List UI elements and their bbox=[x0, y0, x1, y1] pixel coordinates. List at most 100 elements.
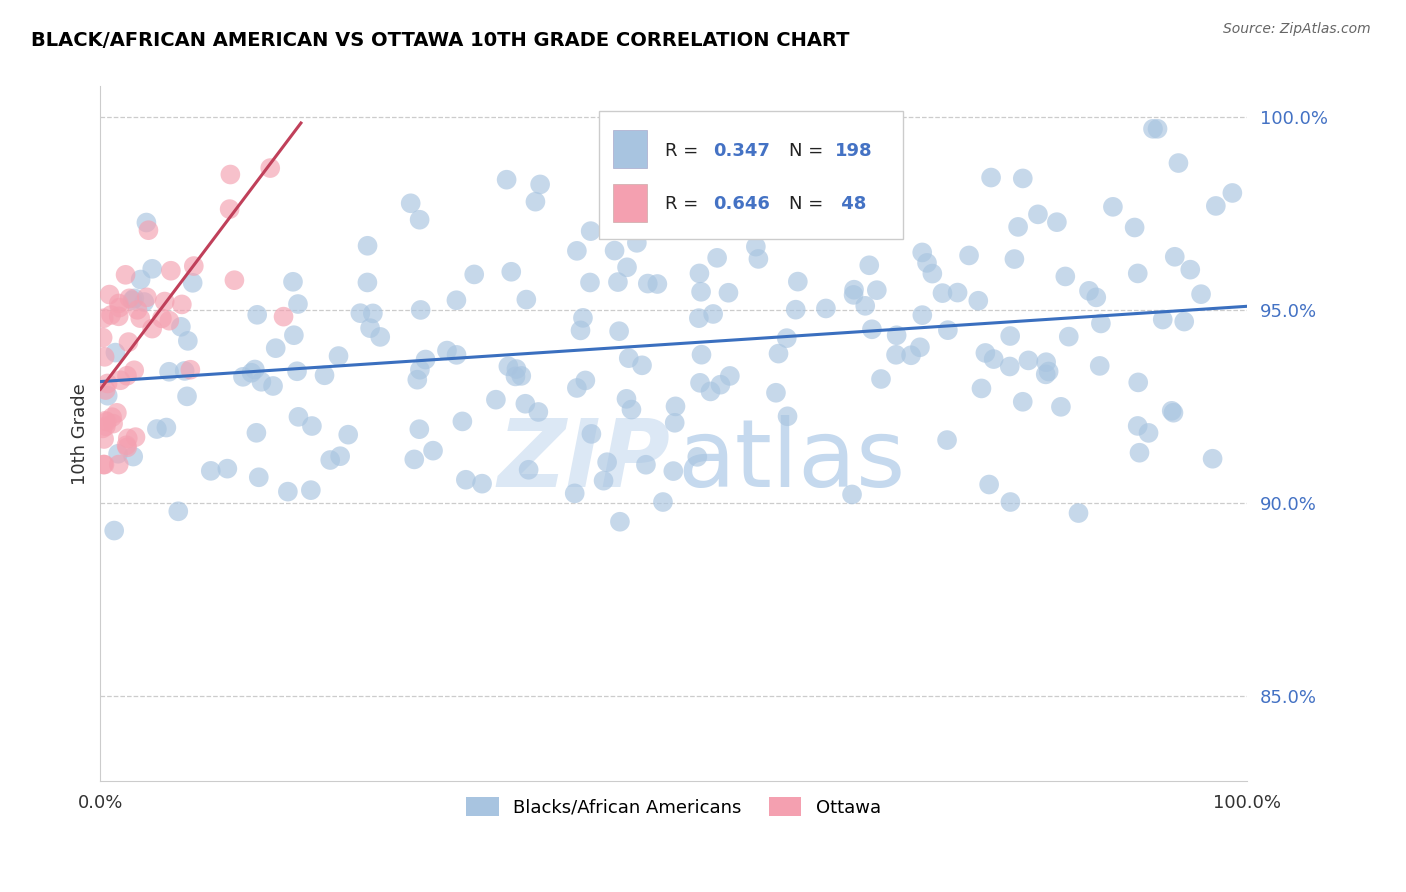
Point bbox=[565, 244, 588, 258]
Point bbox=[104, 345, 127, 359]
Point bbox=[368, 330, 391, 344]
Point bbox=[328, 349, 350, 363]
Point bbox=[446, 348, 468, 362]
Point bbox=[858, 258, 880, 272]
Point bbox=[121, 293, 143, 308]
Point bbox=[359, 321, 381, 335]
Point bbox=[1152, 312, 1174, 326]
Point bbox=[285, 364, 308, 378]
Point bbox=[183, 259, 205, 273]
Point bbox=[689, 376, 711, 390]
Point bbox=[240, 366, 263, 380]
Point bbox=[91, 421, 114, 435]
Point bbox=[264, 341, 287, 355]
Point bbox=[620, 402, 643, 417]
Point bbox=[155, 420, 177, 434]
Point bbox=[170, 297, 193, 311]
Point bbox=[860, 322, 883, 336]
Y-axis label: 10th Grade: 10th Grade bbox=[72, 383, 89, 484]
Point bbox=[451, 414, 474, 428]
Point bbox=[485, 392, 508, 407]
Point bbox=[579, 224, 602, 238]
Point bbox=[129, 311, 152, 326]
Point bbox=[301, 419, 323, 434]
Point bbox=[408, 212, 430, 227]
Point bbox=[153, 294, 176, 309]
Point bbox=[609, 515, 631, 529]
Point bbox=[785, 302, 807, 317]
Point bbox=[1035, 368, 1057, 382]
Point bbox=[1160, 404, 1182, 418]
Point bbox=[101, 417, 124, 431]
Point bbox=[157, 314, 180, 328]
Point bbox=[1126, 419, 1149, 434]
Point bbox=[259, 161, 281, 175]
Point bbox=[620, 216, 643, 230]
Legend: Blacks/African Americans, Ottawa: Blacks/African Americans, Ottawa bbox=[458, 790, 889, 824]
Point bbox=[98, 287, 121, 301]
Point bbox=[983, 352, 1005, 367]
Point bbox=[1146, 121, 1168, 136]
Point bbox=[1167, 156, 1189, 170]
Point bbox=[517, 463, 540, 477]
Point bbox=[915, 256, 938, 270]
Point bbox=[108, 301, 131, 315]
Point bbox=[974, 346, 997, 360]
Point bbox=[107, 458, 129, 472]
Point bbox=[634, 458, 657, 472]
Point bbox=[592, 474, 614, 488]
Point bbox=[747, 252, 769, 266]
Point bbox=[160, 264, 183, 278]
Point bbox=[173, 364, 195, 378]
FancyBboxPatch shape bbox=[613, 130, 647, 169]
FancyBboxPatch shape bbox=[613, 184, 647, 222]
Point bbox=[1054, 269, 1077, 284]
Point bbox=[105, 406, 128, 420]
Point bbox=[596, 455, 619, 469]
Point bbox=[1011, 394, 1033, 409]
Point bbox=[177, 334, 200, 348]
Point bbox=[603, 244, 626, 258]
Point bbox=[505, 369, 527, 384]
Point bbox=[686, 450, 709, 464]
Point bbox=[866, 283, 889, 297]
Point bbox=[768, 346, 790, 360]
Point bbox=[1205, 199, 1227, 213]
Point bbox=[100, 308, 122, 322]
Point bbox=[1017, 353, 1039, 368]
Point bbox=[122, 363, 145, 377]
Point bbox=[617, 351, 640, 366]
Point bbox=[936, 323, 959, 337]
Point bbox=[565, 381, 588, 395]
Point bbox=[998, 329, 1021, 343]
Point bbox=[1137, 425, 1160, 440]
Point bbox=[495, 172, 517, 186]
Point bbox=[1088, 359, 1111, 373]
Point bbox=[114, 268, 136, 282]
Point bbox=[337, 427, 360, 442]
Point bbox=[706, 251, 728, 265]
Text: R =: R = bbox=[665, 195, 704, 213]
Point bbox=[97, 389, 120, 403]
Point bbox=[141, 321, 163, 335]
Point bbox=[110, 373, 132, 387]
Point bbox=[1222, 186, 1244, 200]
Point bbox=[250, 375, 273, 389]
Point bbox=[946, 285, 969, 300]
Point bbox=[647, 277, 669, 291]
Point bbox=[1123, 220, 1146, 235]
Point bbox=[745, 240, 768, 254]
Point bbox=[224, 273, 246, 287]
Point bbox=[146, 422, 169, 436]
Point bbox=[1180, 262, 1202, 277]
Point bbox=[765, 385, 787, 400]
Point bbox=[356, 239, 378, 253]
Point bbox=[688, 311, 710, 326]
Point bbox=[103, 524, 125, 538]
Point bbox=[842, 288, 865, 302]
Point bbox=[200, 464, 222, 478]
Point bbox=[129, 272, 152, 286]
Point bbox=[1035, 355, 1057, 369]
Point bbox=[581, 426, 603, 441]
Point bbox=[409, 302, 432, 317]
